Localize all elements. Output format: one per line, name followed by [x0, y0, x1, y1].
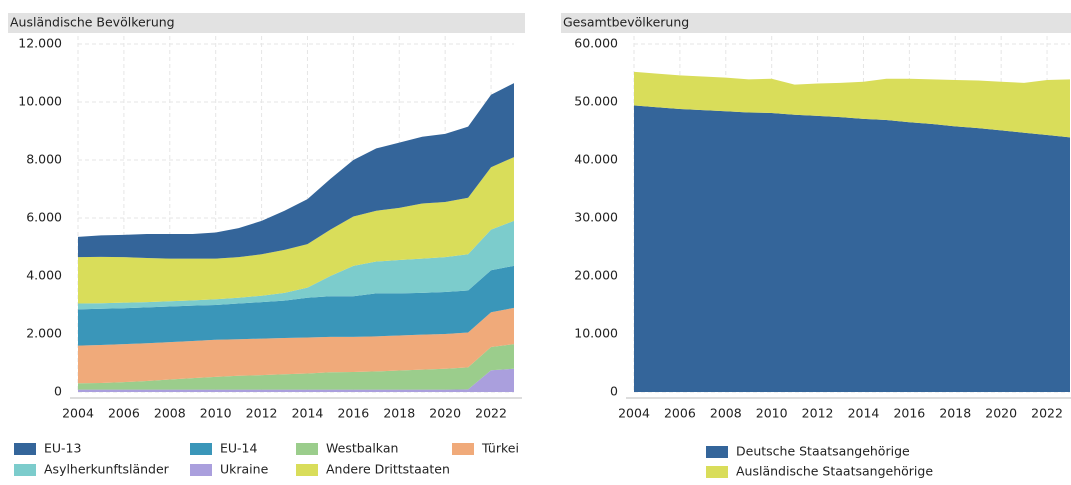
area	[78, 265, 514, 346]
legend-label: Andere Drittstaaten	[326, 462, 450, 477]
x-tick-label: 2006	[664, 406, 696, 421]
legend-label: Westbalkan	[326, 441, 398, 456]
x-tick-label: 2004	[62, 406, 94, 421]
legend-swatch	[14, 464, 36, 476]
x-tick-label: 2018	[383, 406, 415, 421]
legend-label: Deutsche Staatsangehörige	[736, 444, 910, 459]
legend-label: Türkei	[481, 441, 519, 456]
y-tick-label: 50.000	[574, 94, 618, 109]
x-tick-label: 2012	[802, 406, 834, 421]
legend-label: EU-13	[44, 441, 81, 456]
legend-swatch	[296, 443, 318, 455]
y-tick-label: 0	[610, 384, 618, 399]
x-tick-label: 2010	[200, 406, 232, 421]
legend-swatch	[14, 443, 36, 455]
y-tick-label: 6.000	[26, 210, 62, 225]
y-tick-label: 4.000	[26, 268, 62, 283]
legend-swatch	[190, 443, 212, 455]
y-tick-label: 10.000	[18, 94, 62, 109]
legend-swatch	[190, 464, 212, 476]
area	[634, 105, 1070, 392]
chart-title: Ausländische Bevölkerung	[10, 15, 175, 30]
x-tick-label: 2022	[1031, 406, 1063, 421]
legend-label: EU-14	[220, 441, 258, 456]
y-tick-label: 10.000	[574, 326, 618, 341]
x-tick-label: 2020	[985, 406, 1017, 421]
legend-swatch	[706, 446, 728, 458]
area	[78, 83, 514, 259]
title-bar	[8, 13, 525, 33]
y-tick-label: 40.000	[574, 152, 618, 167]
x-tick-label: 2016	[337, 406, 369, 421]
x-tick-label: 2008	[154, 406, 186, 421]
y-tick-label: 0	[54, 384, 62, 399]
chart-title: Gesamtbevölkerung	[563, 15, 689, 30]
y-tick-label: 8.000	[26, 152, 62, 167]
x-tick-label: 2018	[939, 406, 971, 421]
y-tick-label: 12.000	[18, 36, 62, 51]
y-tick-label: 20.000	[574, 268, 618, 283]
title-bar	[561, 13, 1071, 33]
legend-swatch	[706, 466, 728, 478]
x-tick-label: 2010	[756, 406, 788, 421]
x-tick-label: 2012	[246, 406, 278, 421]
legend-swatch	[452, 443, 474, 455]
area	[78, 157, 514, 304]
y-tick-label: 30.000	[574, 210, 618, 225]
x-tick-label: 2004	[618, 406, 650, 421]
legend-label: Ausländische Staatsangehörige	[736, 464, 933, 479]
x-tick-label: 2008	[710, 406, 742, 421]
x-tick-label: 2014	[848, 406, 880, 421]
x-tick-label: 2022	[475, 406, 507, 421]
x-tick-label: 2016	[893, 406, 925, 421]
x-tick-label: 2014	[292, 406, 324, 421]
y-tick-label: 60.000	[574, 36, 618, 51]
y-tick-label: 2.000	[26, 326, 62, 341]
area	[78, 344, 514, 390]
legend-label: Asylherkunftsländer	[44, 462, 170, 477]
legend-label: Ukraine	[220, 462, 269, 477]
x-tick-label: 2006	[108, 406, 140, 421]
area	[78, 307, 514, 384]
area	[634, 71, 1070, 138]
x-tick-label: 2020	[429, 406, 461, 421]
legend-swatch	[296, 464, 318, 476]
area	[78, 220, 514, 310]
